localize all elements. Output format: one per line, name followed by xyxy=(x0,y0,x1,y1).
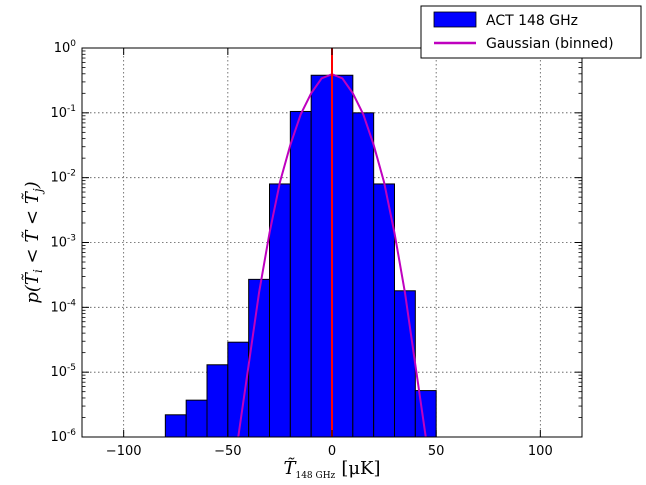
x-axis-label-sub: 148 GHz xyxy=(295,471,335,481)
y-axis-label-main: p(T̃ xyxy=(21,271,43,304)
legend-bar-swatch xyxy=(433,11,477,28)
y-tick-label: 10-4 xyxy=(50,298,76,315)
x-tick-label: 100 xyxy=(528,444,553,459)
axis-ticks: −100 −50 0 50 100 10-6 10-5 10-4 10-3 10-2 10-1 100 xyxy=(50,39,582,459)
y-axis-label-end: ) xyxy=(22,181,43,189)
y-tick-label: 10-2 xyxy=(50,169,76,186)
y-tick-label: 10-3 xyxy=(50,234,76,251)
y-tick-label: 10-6 xyxy=(50,428,76,445)
histogram-bar xyxy=(331,74,354,438)
histogram-bars xyxy=(164,74,437,438)
x-tick-label: −100 xyxy=(106,444,142,459)
histogram-bar xyxy=(289,110,312,438)
x-tick-label: −50 xyxy=(214,444,241,459)
histogram-bar xyxy=(310,74,333,438)
histogram-bar xyxy=(206,364,229,438)
legend-label-histogram: ACT 148 GHz xyxy=(486,13,578,29)
legend: ACT 148 GHz Gaussian (binned) xyxy=(420,5,642,59)
y-tick-label: 100 xyxy=(54,39,77,56)
y-axis-label-mid: < T̃ < T̃ xyxy=(21,190,43,269)
histogram-bar xyxy=(164,414,187,438)
y-tick-label: 10-1 xyxy=(50,104,76,121)
x-axis-label: T̃148 GHz [μK] xyxy=(283,457,380,481)
histogram-bar xyxy=(394,290,416,438)
y-axis-label-sub-i: i xyxy=(31,269,45,273)
histogram-bar xyxy=(352,112,375,438)
y-tick-label: 10-5 xyxy=(50,363,76,380)
x-tick-label: 0 xyxy=(328,444,336,459)
y-axis-label-sub-j: j xyxy=(31,188,45,195)
x-axis-label-main: T̃ xyxy=(283,457,297,479)
x-tick-label: 50 xyxy=(428,444,445,459)
legend-label-gaussian: Gaussian (binned) xyxy=(486,36,614,52)
x-axis-label-unit: [μK] xyxy=(341,458,380,479)
histogram-bar xyxy=(248,278,271,438)
y-axis-label: p(T̃i < T̃ < T̃j) xyxy=(21,181,45,303)
histogram-bar xyxy=(185,399,208,438)
